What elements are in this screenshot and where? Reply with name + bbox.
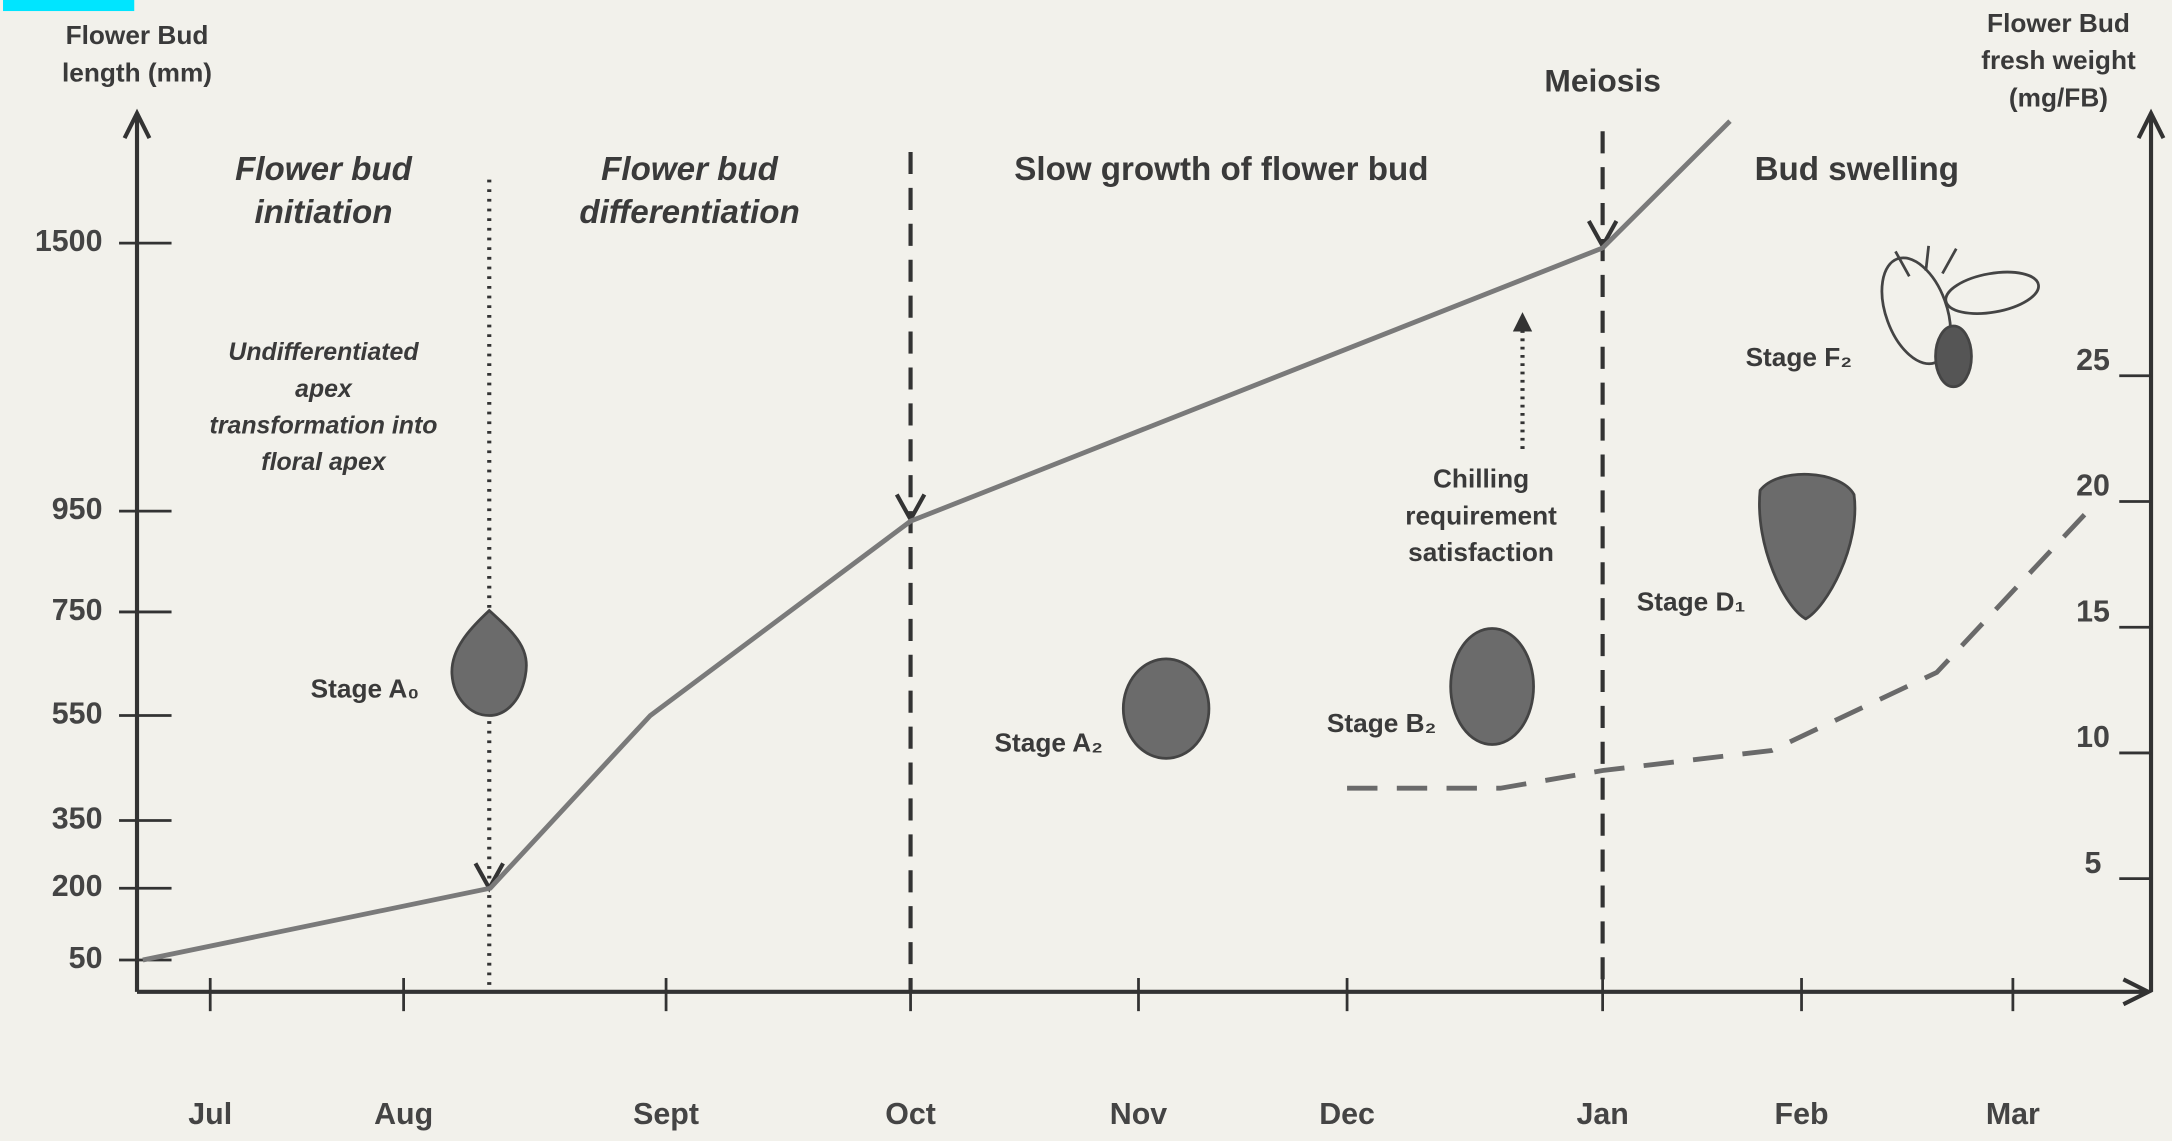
page: {"chart_data": { "type": "line", "y_labe…: [0, 0, 2172, 1141]
annotation: floral apex: [261, 448, 387, 476]
annotation: satisfaction: [1408, 537, 1554, 567]
annotation: requirement: [1405, 500, 1557, 530]
y2-tick-label: 25: [2076, 343, 2110, 377]
annotation: Bud swelling: [1755, 151, 1959, 188]
flower-f2: [1869, 246, 2042, 387]
y-tick-label: 50: [69, 941, 103, 975]
annotation: Undifferentiated: [228, 338, 419, 366]
x-tick-label: Oct: [885, 1097, 936, 1131]
x-tick-label: Aug: [374, 1097, 433, 1131]
y-axis: [125, 113, 150, 992]
annotation: Stage B₂: [1327, 708, 1436, 738]
y-tick-label: 550: [52, 697, 103, 731]
annotation: Stage F₂: [1746, 342, 1852, 372]
annotation: Stage A₀: [311, 674, 420, 704]
x-tick-label: Jan: [1576, 1097, 1628, 1131]
bud-a2: [1123, 659, 1209, 758]
y-tick-label: 1500: [35, 224, 103, 258]
bud-a0: [452, 611, 526, 716]
chilling-arrowhead: [1513, 312, 1532, 331]
y-axis-title: Flower Bud: [66, 20, 209, 50]
annotation: Flower bud: [235, 151, 412, 188]
x-tick-label: Jul: [188, 1097, 232, 1131]
annotation: Flower bud: [601, 151, 778, 188]
y-tick-label: 750: [52, 593, 103, 627]
annotation: Slow growth of flower bud: [1014, 151, 1428, 188]
y2-tick-label: 15: [2076, 594, 2110, 628]
x-axis: [137, 979, 2148, 1004]
x-tick-label: Sept: [633, 1097, 699, 1131]
annotation: initiation: [254, 194, 392, 231]
y-axis-title: length (mm): [62, 58, 212, 88]
x-tick-label: Mar: [1986, 1097, 2040, 1131]
y-tick-label: 200: [52, 869, 103, 903]
y2-axis-title: fresh weight: [1981, 45, 2136, 75]
bud-b2: [1451, 629, 1534, 745]
y-tick-label: 950: [52, 492, 103, 526]
x-tick-label: Dec: [1319, 1097, 1375, 1131]
chart: Flower Bud length (mm) Flower Bud fresh wei…: [0, 0, 2172, 1141]
y2-axis-title: (mg/FB): [2009, 82, 2108, 112]
annotation: differentiation: [579, 194, 799, 231]
y2-tick-label: 10: [2076, 720, 2110, 754]
annotation: Meiosis: [1544, 62, 1661, 98]
x-tick-label: Feb: [1775, 1097, 1829, 1131]
y-tick-label: 350: [52, 802, 103, 836]
annotation: Stage D₁: [1637, 587, 1746, 617]
y2-axis-title: Flower Bud: [1987, 8, 2130, 38]
y2-tick-label: 20: [2076, 469, 2110, 503]
y2-axis: [2139, 113, 2164, 992]
y2-tick-label: 5: [2085, 846, 2102, 880]
x-tick-label: Nov: [1110, 1097, 1167, 1131]
bud-drawings: [452, 246, 2042, 758]
annotation: transformation into: [210, 411, 438, 439]
annotation: Chilling: [1433, 464, 1529, 494]
annotation: Stage A₂: [995, 727, 1103, 757]
annotation: apex: [295, 375, 353, 403]
corner-mark: [3, 0, 134, 11]
bud-d1: [1759, 474, 1854, 619]
